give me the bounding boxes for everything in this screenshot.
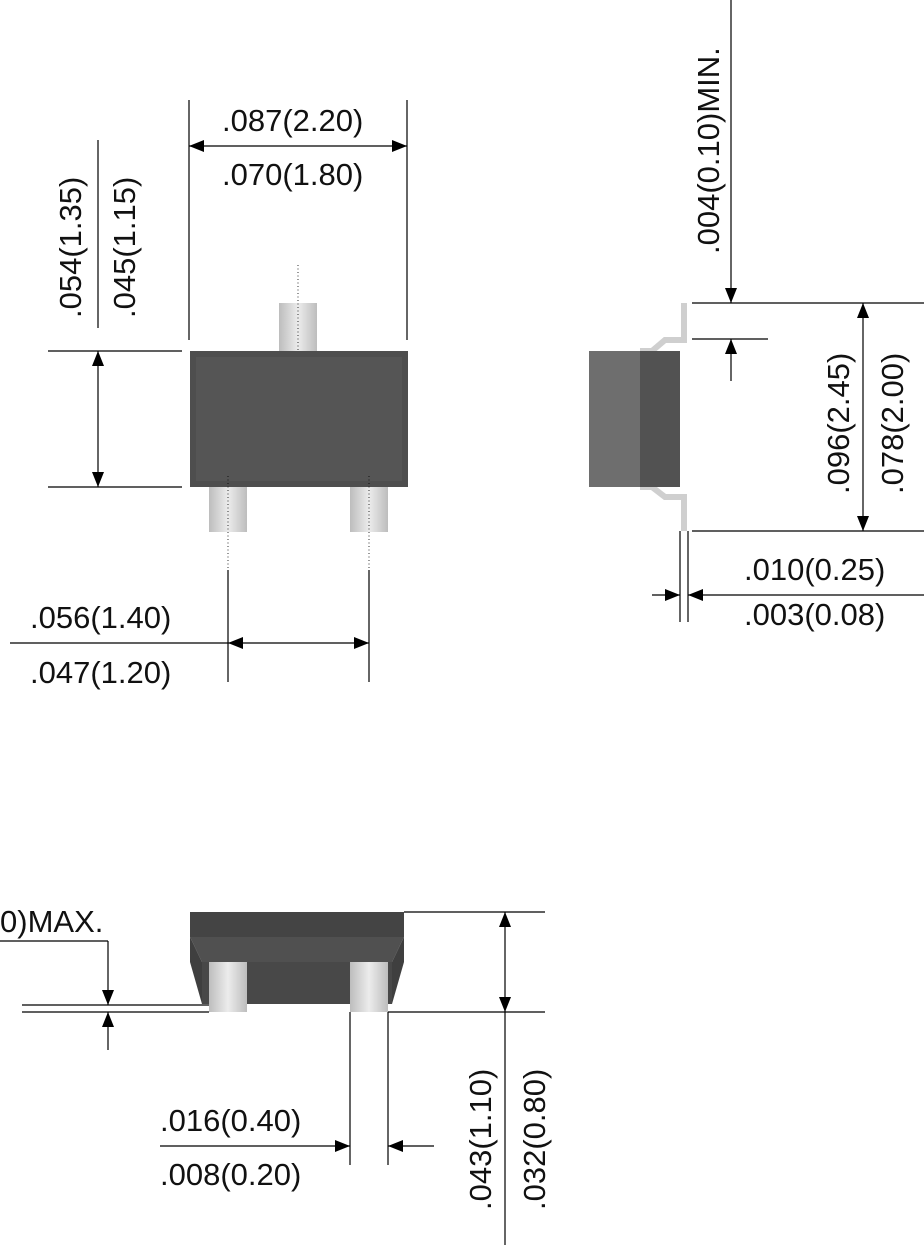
top-view: .087(2.20) .070(1.80) .054(1.35) .045(1.… (10, 100, 408, 690)
height-arrow-top (499, 912, 511, 927)
side-lead-lower (640, 484, 687, 531)
side-body-front (589, 351, 640, 487)
standoff-arrow-down (102, 990, 114, 1005)
bodywidth-min-label: .045(1.15) (107, 177, 142, 318)
spacing-arrow-left (228, 637, 243, 649)
width-max-label: .087(2.20) (222, 103, 363, 138)
bodywidth-arrow-bottom (92, 472, 104, 487)
length-max-label: .096(2.45) (821, 353, 856, 494)
leadwidth-arrow-right (388, 1140, 403, 1152)
front-body-bevel (190, 937, 404, 962)
clearance-arrow-down (725, 288, 737, 303)
thickness-max-label: .010(0.25) (744, 552, 885, 587)
leadwidth-arrow-left (335, 1140, 350, 1152)
spacing-max-label: .056(1.40) (30, 600, 171, 635)
clearance-label: .004(0.10)MIN. (691, 47, 726, 254)
front-lead-right (350, 962, 388, 1012)
front-body-right (392, 937, 404, 1004)
length-min-label: .078(2.00) (875, 353, 910, 494)
front-body-top (190, 912, 404, 937)
width-arrow-right (392, 140, 407, 152)
bodywidth-arrow-top (92, 351, 104, 366)
side-lead-upper (640, 303, 687, 354)
clearance-arrow-up (725, 339, 737, 354)
thickness-arrow-left (665, 589, 680, 601)
leadwidth-min-label: .008(0.20) (160, 1157, 301, 1192)
front-body-lower (190, 937, 202, 1004)
front-view: 0)MAX. .016(0.40) .008(0.20) .043(1.10) … (0, 904, 552, 1245)
height-min-label: .032(0.80) (517, 1069, 552, 1210)
bodywidth-max-label: .054(1.35) (53, 177, 88, 318)
side-body-side (640, 351, 680, 487)
side-view: .004(0.10)MIN. .096(2.45) .078(2.00) .01… (589, 0, 924, 632)
spacing-arrow-right (354, 637, 369, 649)
leadwidth-max-label: .016(0.40) (160, 1103, 301, 1138)
length-arrow-bottom (857, 516, 869, 531)
spacing-min-label: .047(1.20) (30, 655, 171, 690)
thickness-arrow-right (688, 589, 703, 601)
standoff-arrow-up (102, 1012, 114, 1027)
width-arrow-left (189, 140, 204, 152)
front-lead-left (209, 962, 247, 1012)
height-arrow-bottom (499, 997, 511, 1012)
top-lead-upper (279, 303, 317, 351)
top-body-face (196, 357, 402, 481)
height-max-label: .043(1.10) (463, 1069, 498, 1210)
thickness-min-label: .003(0.08) (744, 597, 885, 632)
standoff-label: 0)MAX. (0, 904, 103, 939)
width-min-label: .070(1.80) (222, 157, 363, 192)
length-arrow-top (857, 303, 869, 318)
